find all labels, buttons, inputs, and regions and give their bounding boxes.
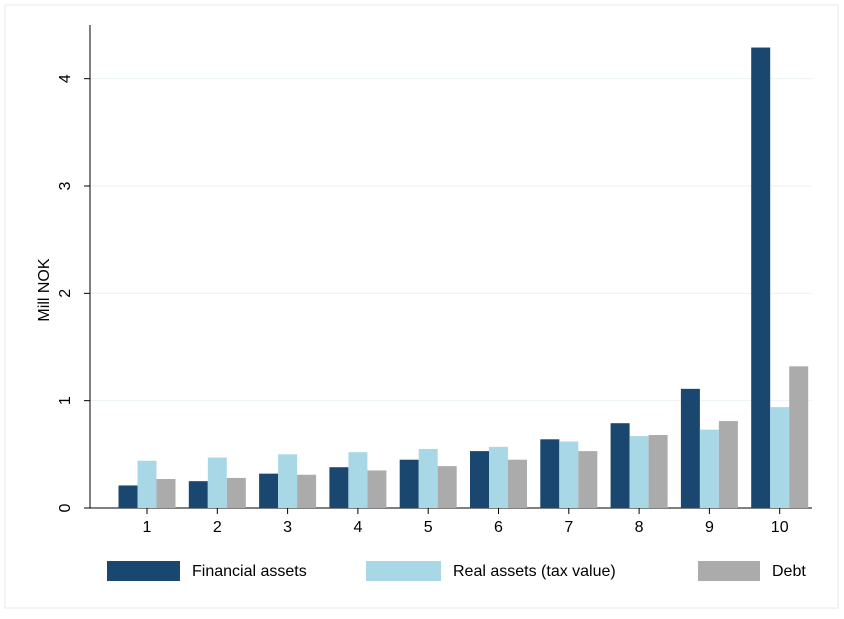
x-tick-label: 9	[705, 519, 714, 536]
x-tick-label: 2	[213, 519, 222, 536]
bar	[137, 460, 157, 508]
x-tick-label: 5	[424, 519, 433, 536]
y-tick-label: 4	[57, 74, 74, 83]
legend-swatch	[698, 561, 760, 581]
bar	[648, 435, 668, 508]
bar	[118, 485, 138, 508]
bar	[156, 479, 176, 508]
bar	[226, 477, 246, 508]
bar	[718, 421, 738, 508]
legend-swatch	[107, 561, 180, 581]
bar	[207, 457, 227, 508]
bar	[470, 451, 489, 508]
x-tick-label: 8	[635, 519, 644, 536]
bar	[578, 451, 598, 508]
x-tick-label: 3	[283, 519, 292, 536]
bar	[610, 423, 630, 508]
bar	[751, 47, 771, 508]
bar	[508, 459, 527, 508]
bar	[699, 429, 719, 508]
bar	[329, 467, 349, 508]
bar	[680, 388, 700, 508]
bar	[348, 452, 368, 508]
bar	[437, 466, 457, 508]
y-tick-label: 0	[57, 503, 74, 512]
bar	[418, 448, 438, 508]
bar	[367, 470, 387, 508]
legend-label: Financial assets	[192, 563, 307, 580]
frame	[4, 4, 839, 609]
y-tick-label: 2	[57, 289, 74, 298]
bar	[789, 366, 809, 508]
legend-label: Debt	[772, 563, 806, 580]
bar	[489, 446, 508, 508]
legend-swatch	[366, 561, 441, 581]
bar	[540, 439, 560, 508]
x-tick-label: 1	[143, 519, 152, 536]
bar	[629, 436, 649, 508]
bar	[770, 407, 790, 508]
bar	[278, 454, 298, 508]
y-tick-label: 1	[57, 396, 74, 405]
bar	[399, 459, 419, 508]
bar	[559, 441, 579, 508]
y-tick-label: 3	[57, 181, 74, 190]
x-tick-label: 6	[494, 519, 503, 536]
bar	[297, 474, 317, 508]
legend-label: Real assets (tax value)	[453, 563, 616, 580]
bar	[259, 473, 279, 508]
y-axis-title: Mill NOK	[36, 258, 53, 321]
x-tick-label: 10	[771, 519, 789, 536]
x-tick-label: 4	[353, 519, 362, 536]
x-tick-label: 7	[564, 519, 573, 536]
bar	[188, 481, 208, 508]
